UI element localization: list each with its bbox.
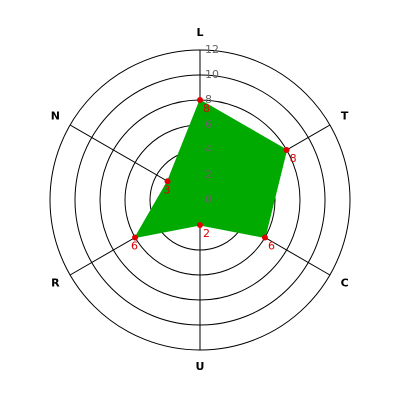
value-label: 2 — [203, 227, 210, 240]
tick-label: 12 — [205, 43, 219, 56]
tick-label: 4 — [205, 143, 212, 156]
data-point — [197, 222, 203, 228]
category-label: N — [51, 110, 60, 123]
tick-label: 10 — [205, 68, 219, 81]
value-label: 6 — [131, 240, 138, 253]
tick-label: 8 — [205, 93, 212, 106]
tick-label: 2 — [205, 168, 212, 181]
value-label: 8 — [290, 152, 297, 165]
category-label: L — [196, 26, 203, 39]
data-point — [164, 178, 171, 185]
data-point — [132, 234, 139, 241]
tick-label: 0 — [205, 193, 212, 206]
tick-label: 6 — [205, 118, 212, 131]
data-point — [197, 97, 203, 103]
data-point — [283, 147, 290, 153]
category-label: R — [51, 277, 60, 290]
category-label: C — [341, 277, 349, 290]
value-label: 8 — [203, 102, 210, 115]
data-point — [261, 234, 268, 241]
value-label: 6 — [268, 240, 275, 253]
category-label: U — [196, 360, 205, 373]
category-label: T — [341, 110, 349, 123]
value-label: 3 — [164, 183, 171, 196]
